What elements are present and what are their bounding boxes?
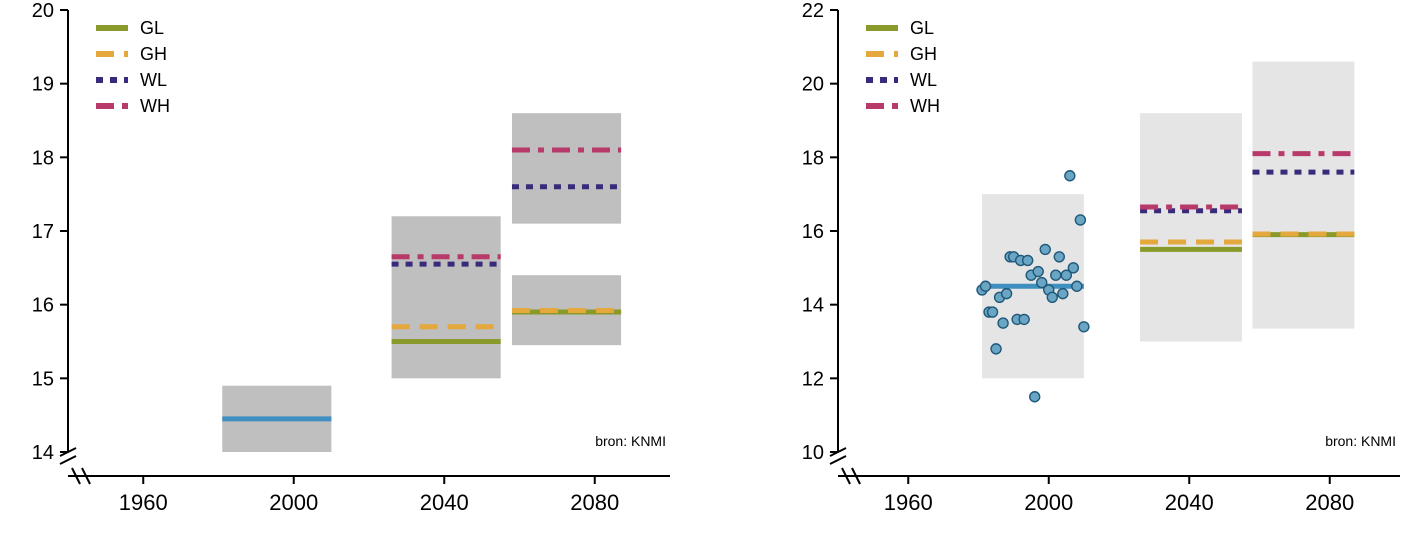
scatter-point [1040,244,1050,254]
x-tick-label: 1960 [884,490,933,515]
legend-label-gh: GH [140,44,167,64]
y-tick-label: 18 [802,147,824,169]
scatter-point [1047,292,1057,302]
scatter-point [1002,289,1012,299]
attribution: bron: KNMI [595,433,666,449]
x-tick-label: 2000 [1024,490,1073,515]
scatter-point [1058,289,1068,299]
legend-label-wh: WH [140,96,170,116]
y-tick-label: 17 [32,221,54,243]
axis-break-mark [830,456,846,464]
y-tick-label: 20 [802,74,824,96]
legend-label-gh: GH [910,44,937,64]
scatter-point [1054,252,1064,262]
panel-left: 141516171819201960200020402080GLGHWLWHbr… [0,0,680,530]
attribution: bron: KNMI [1325,433,1396,449]
scatter-point [1033,267,1043,277]
y-tick-label: 19 [32,74,54,96]
scatter-point [1019,314,1029,324]
scatter-point [1079,322,1089,332]
y-tick-label: 10 [802,442,824,464]
x-tick-label: 2040 [1165,490,1214,515]
x-tick-label: 2080 [1305,490,1354,515]
scatter-point [998,318,1008,328]
legend-label-wl: WL [140,70,167,90]
y-tick-label: 20 [32,0,54,22]
scenario-box [1140,113,1242,341]
scenario-box [1252,62,1354,329]
x-tick-label: 2000 [269,490,318,515]
legend-label-gl: GL [910,18,934,38]
y-tick-label: 14 [802,295,824,317]
scenario-box [392,216,501,378]
x-tick-label: 1960 [119,490,168,515]
axis-break-mark [60,456,76,464]
scatter-point [1068,263,1078,273]
legend-label-wl: WL [910,70,937,90]
scenario-box [512,113,621,224]
scatter-point [1023,255,1033,265]
scatter-point [1051,270,1061,280]
scatter-point [1075,215,1085,225]
legend-label-gl: GL [140,18,164,38]
figure-container: 141516171819201960200020402080GLGHWLWHbr… [0,0,1410,556]
scatter-point [1030,392,1040,402]
scatter-point [981,281,991,291]
x-tick-label: 2080 [570,490,619,515]
y-tick-label: 16 [802,221,824,243]
y-tick-label: 16 [32,295,54,317]
y-tick-label: 18 [32,147,54,169]
scatter-point [1065,171,1075,181]
scatter-point [988,307,998,317]
y-tick-label: 12 [802,368,824,390]
panel-right: 10 12 14 16 18 20 22 1960 2000 2040 2080 GL GH WL WH br… [770,0,1410,530]
y-tick-label: 15 [32,368,54,390]
scatter-point [1072,281,1082,291]
y-tick-label: 14 [32,442,54,464]
x-tick-label: 2040 [420,490,469,515]
y-tick-label: 22 [802,0,824,22]
legend-label-wh: WH [910,96,940,116]
scatter-point [991,344,1001,354]
